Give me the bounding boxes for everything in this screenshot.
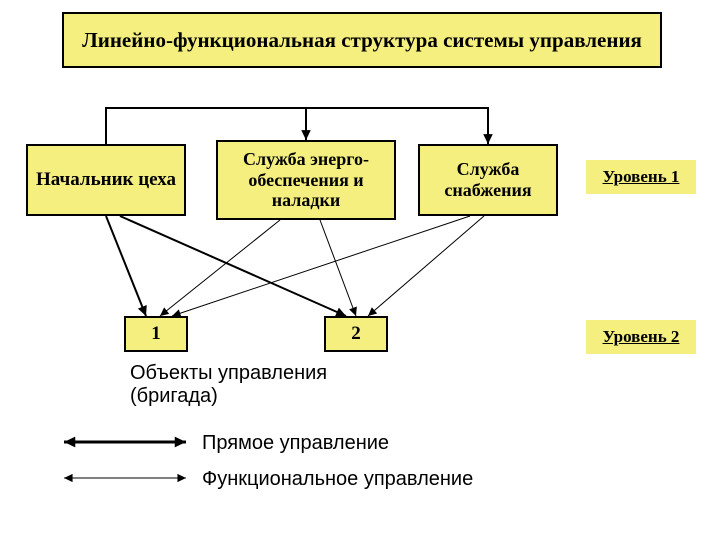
- legend-functional-label: Функциональное управление: [202, 468, 542, 491]
- level-2-label: Уровень 2: [586, 320, 696, 354]
- node-service-energy: Служба энерго- обеспечения и наладки: [216, 140, 396, 220]
- level-1-label: Уровень 1: [586, 160, 696, 194]
- arrows-layer: [0, 0, 720, 540]
- objects-caption: Объекты управления (бригада): [130, 362, 410, 408]
- node-head: Начальник цеха: [26, 144, 186, 216]
- node-object-2: 2: [324, 316, 388, 352]
- diagram-title: Линейно-функциональная структура системы…: [62, 12, 662, 68]
- legend-direct-label: Прямое управление: [202, 432, 502, 455]
- node-service-supply: Служба снабжения: [418, 144, 558, 216]
- node-object-1: 1: [124, 316, 188, 352]
